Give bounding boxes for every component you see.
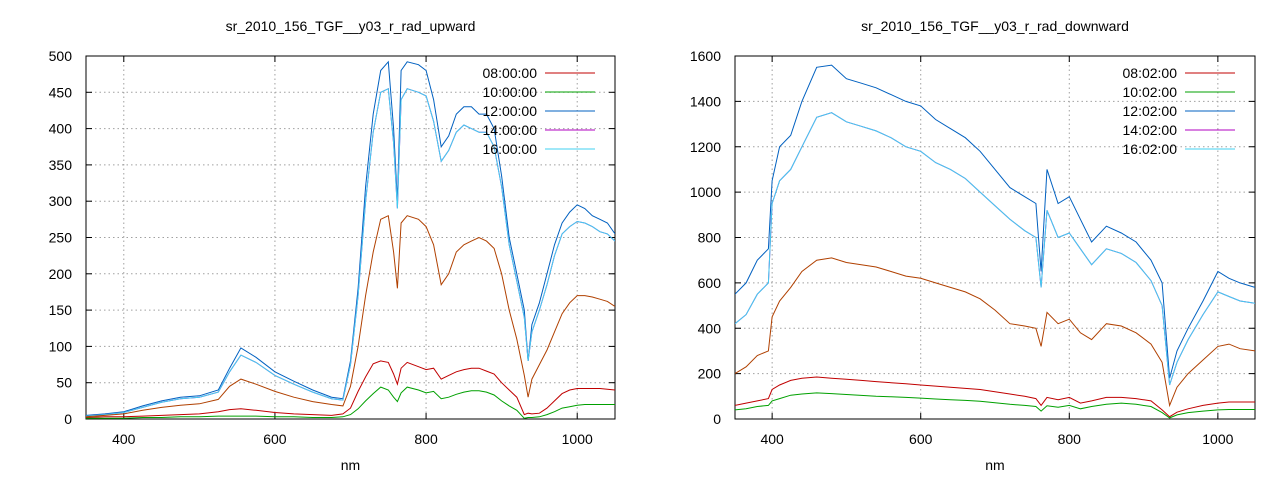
y-tick-label: 250	[49, 230, 73, 246]
series-line-100200	[735, 392, 1255, 419]
x-tick-label: 1000	[562, 431, 593, 447]
legend-label: 08:00:00	[483, 65, 538, 81]
y-tick-label: 1000	[690, 184, 721, 200]
series-line-120000	[86, 60, 615, 416]
series-group	[735, 64, 1255, 419]
series-line-unlabeled	[735, 257, 1255, 408]
x-tick-label: 1000	[1202, 431, 1233, 447]
y-tick-label: 0	[713, 411, 721, 427]
x-tick-label: 800	[1058, 431, 1082, 447]
y-tick-label: 200	[49, 266, 73, 282]
y-tick-label: 600	[698, 275, 722, 291]
y-tick-label: 1200	[690, 139, 721, 155]
y-tick-label: 100	[49, 338, 73, 354]
x-axis-label: nm	[341, 457, 360, 473]
y-tick-label: 1600	[690, 48, 721, 64]
x-tick-label: 600	[909, 431, 933, 447]
series-line-120200	[735, 64, 1255, 379]
x-tick-label: 600	[263, 431, 287, 447]
y-tick-label: 450	[49, 84, 73, 100]
x-tick-label: 800	[414, 431, 438, 447]
series-line-160000	[86, 87, 615, 417]
legend-label: 16:02:00	[1123, 141, 1178, 157]
y-tick-label: 400	[698, 320, 722, 336]
legend-label: 12:02:00	[1123, 103, 1178, 119]
y-tick-label: 800	[698, 230, 722, 246]
series-line-100000	[86, 386, 615, 419]
legend-label: 10:02:00	[1123, 84, 1178, 100]
y-tick-label: 200	[698, 366, 722, 382]
chart-title: sr_2010_156_TGF__y03_r_rad_upward	[226, 18, 476, 34]
series-group	[86, 60, 615, 419]
y-tick-label: 50	[56, 375, 72, 391]
chart-title: sr_2010_156_TGF__y03_r_rad_downward	[861, 18, 1129, 34]
y-tick-label: 350	[49, 157, 73, 173]
legend-label: 12:00:00	[483, 103, 538, 119]
chart-2: sr_2010_156_TGF__y03_r_rad_downward 400 60…	[690, 18, 1256, 473]
y-tick-label: 400	[49, 121, 73, 137]
series-line-080000	[86, 360, 615, 418]
y-tick-label: 500	[49, 48, 73, 64]
chart-1: sr_2010_156_TGF__y03_r_rad_upward 400 600 8…	[49, 18, 616, 473]
legend-label: 08:02:00	[1123, 65, 1178, 81]
x-tick-label: 400	[112, 431, 136, 447]
y-tick-label: 300	[49, 193, 73, 209]
series-line-160200	[735, 112, 1255, 386]
series-line-unlabeled	[86, 214, 615, 418]
legend-label: 14:00:00	[483, 122, 538, 138]
y-tick-label: 150	[49, 302, 73, 318]
x-tick-label: 400	[760, 431, 784, 447]
legend-label: 14:02:00	[1123, 122, 1178, 138]
legend-label: 10:00:00	[483, 84, 538, 100]
series-line-140200	[735, 112, 1255, 386]
y-tick-label: 1400	[690, 93, 721, 109]
series-line-080200	[735, 376, 1255, 418]
y-tick-label: 0	[64, 411, 72, 427]
x-axis-label: nm	[985, 457, 1004, 473]
legend-label: 16:00:00	[483, 141, 538, 157]
